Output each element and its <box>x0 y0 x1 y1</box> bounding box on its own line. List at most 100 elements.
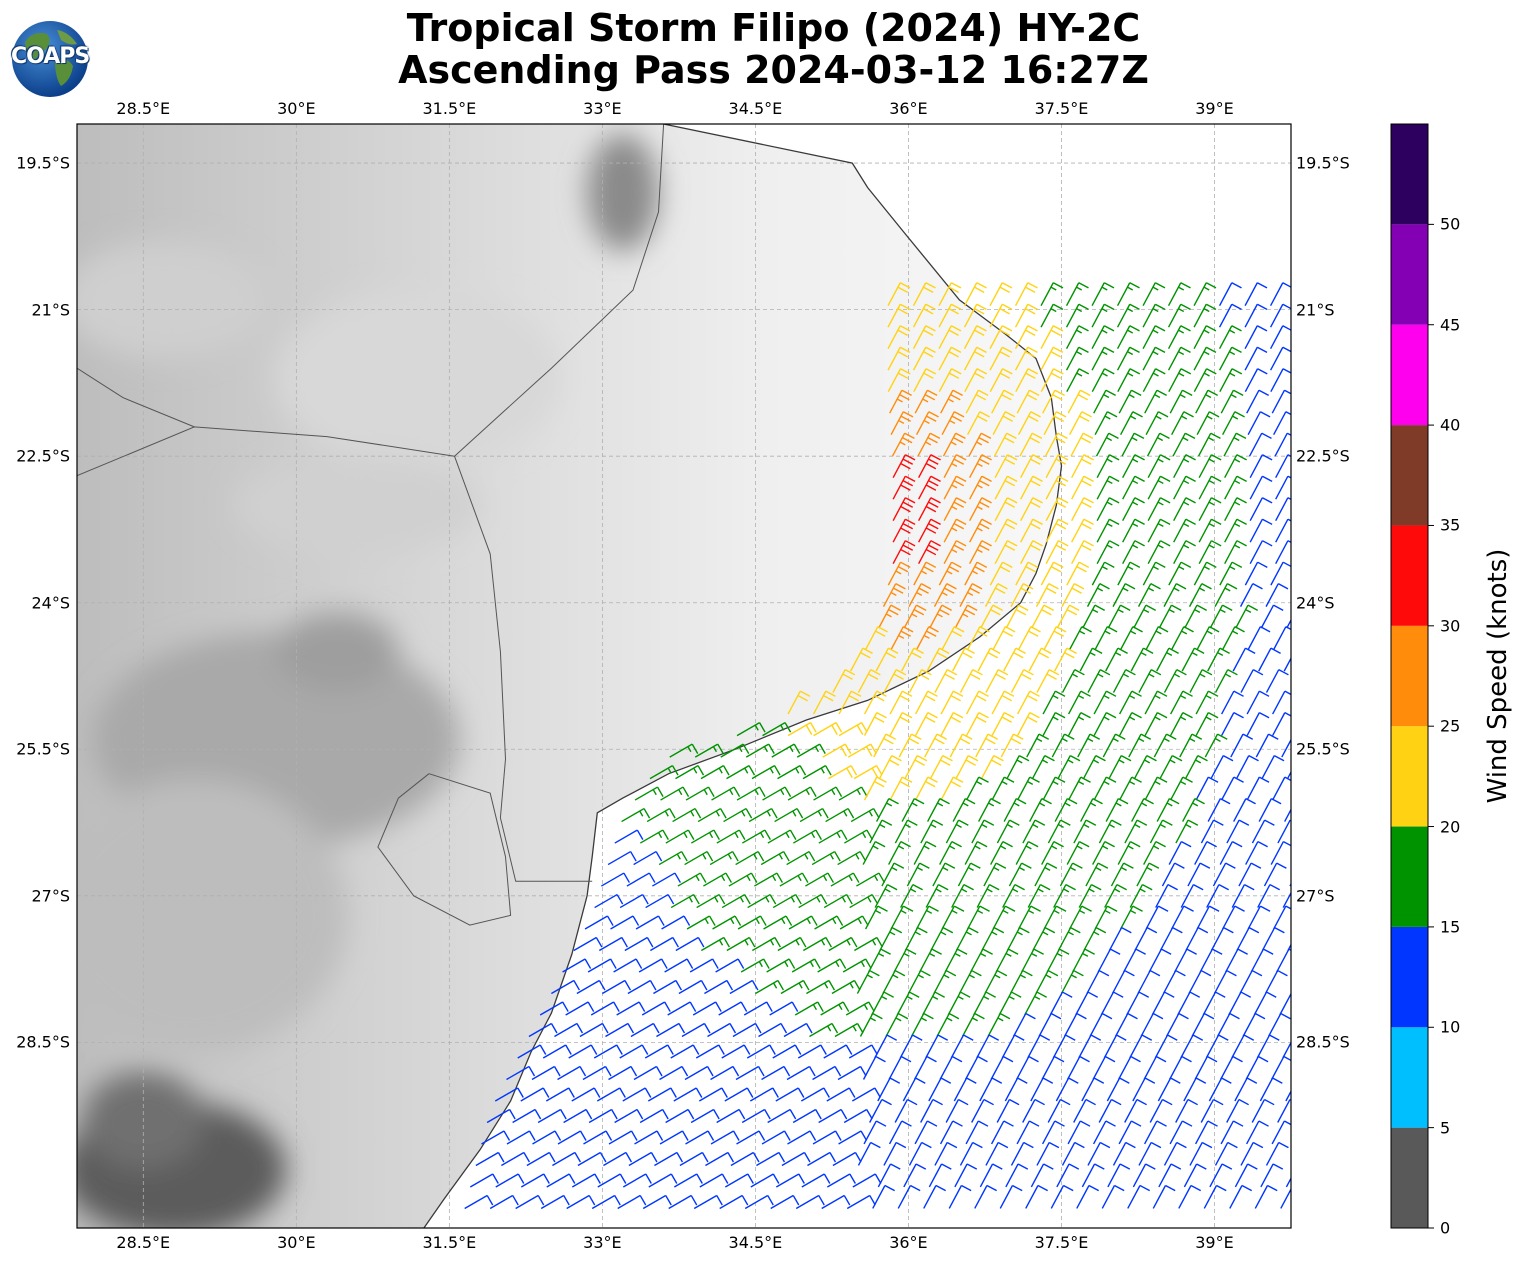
barb-flag <box>925 462 937 470</box>
barb-flag <box>757 1066 765 1077</box>
barb-flag <box>1158 626 1169 633</box>
barb-shaft <box>1177 991 1191 1016</box>
barb-flag <box>1284 712 1291 717</box>
wind-barb <box>1129 883 1153 908</box>
barb-shaft <box>1091 325 1105 350</box>
barb-flag <box>959 737 971 745</box>
barb-half-flag <box>1108 823 1115 828</box>
barb-flag <box>1048 1141 1060 1149</box>
barb-flag <box>871 767 879 778</box>
wind-barb <box>814 915 844 930</box>
wind-barb <box>659 1130 689 1145</box>
barb-flag <box>1029 690 1040 697</box>
barb-flag <box>865 746 873 757</box>
barb-flag <box>801 872 809 883</box>
barb-shaft <box>787 1130 811 1145</box>
barb-half-flag <box>754 789 759 796</box>
wind-barb <box>976 883 1000 908</box>
barb-shaft <box>1273 411 1287 436</box>
barb-flag <box>1030 501 1041 508</box>
barb-flag <box>927 776 938 783</box>
barb-shaft <box>1021 948 1035 973</box>
barb-shaft <box>743 1001 768 1016</box>
barb-flag <box>1054 690 1066 697</box>
wind-barb <box>1167 325 1191 350</box>
barb-shaft <box>1066 841 1080 865</box>
barb-half-flag <box>955 823 962 828</box>
barb-flag <box>902 544 914 551</box>
barb-shaft <box>1193 325 1207 350</box>
barb-shaft <box>1247 905 1261 930</box>
barb-half-flag <box>667 767 672 774</box>
wind-barb <box>1086 969 1110 994</box>
barb-flag <box>783 1130 791 1141</box>
tick-label: 19.5°S <box>1296 153 1350 173</box>
tick-label: 34.5°E <box>728 99 783 118</box>
wind-barb <box>894 819 918 844</box>
barb-half-flag <box>1103 716 1110 721</box>
barb-shaft <box>1219 841 1234 865</box>
barb-shaft <box>614 1108 638 1124</box>
wind-barb <box>1253 991 1277 1016</box>
wind-barb <box>619 893 649 909</box>
barb-shaft <box>1275 454 1289 478</box>
barb-half-flag <box>1132 480 1139 485</box>
barb-flag <box>689 1001 697 1012</box>
barb-shaft <box>1020 454 1034 478</box>
barb-shaft <box>1250 948 1265 973</box>
wind-barb <box>920 819 944 844</box>
barb-flag <box>1068 1163 1080 1170</box>
barb-shaft <box>1096 540 1110 564</box>
barb-half-flag <box>1178 565 1185 571</box>
wind-barb <box>863 712 887 736</box>
wind-barb <box>557 1065 587 1081</box>
barb-flag <box>1001 325 1013 332</box>
barb-flag <box>870 669 881 676</box>
barb-half-flag <box>911 613 918 618</box>
wind-barb <box>1198 454 1222 478</box>
wind-barb <box>1100 991 1124 1016</box>
barb-shaft <box>1096 454 1110 478</box>
barb-flag <box>818 1195 825 1206</box>
barb-flag <box>1078 325 1089 332</box>
wind-barb <box>1087 1141 1111 1166</box>
wind-barb <box>1234 1163 1258 1188</box>
wind-barb <box>1083 926 1107 951</box>
wind-barb <box>1222 626 1245 650</box>
wind-barb <box>1279 992 1291 1016</box>
barb-shaft <box>735 1065 759 1081</box>
barb-flag <box>1109 540 1120 547</box>
barb-shaft <box>588 1108 612 1124</box>
barb-flag <box>974 351 985 358</box>
barb-half-flag <box>1146 866 1153 871</box>
wind-barb <box>964 561 988 586</box>
barb-flag <box>1257 1055 1269 1063</box>
wind-barb <box>869 819 893 844</box>
wind-barb <box>1162 969 1186 994</box>
barb-shaft <box>939 1056 953 1080</box>
barb-flag <box>621 937 628 948</box>
wind-barb <box>952 797 976 822</box>
barb-shaft <box>495 1173 519 1188</box>
barb-half-flag <box>1002 909 1009 914</box>
wind-barb <box>751 764 781 780</box>
barb-flag <box>1187 819 1199 826</box>
barb-flag <box>1299 1164 1309 1169</box>
barb-flag <box>623 872 630 883</box>
barb-shaft <box>1014 303 1029 328</box>
barb-flag <box>783 1066 791 1077</box>
wind-barb <box>1073 819 1097 844</box>
wind-barb <box>1133 755 1157 779</box>
wind-barb <box>1142 325 1166 350</box>
barb-flag <box>1041 647 1052 654</box>
wind-barb <box>1244 282 1268 307</box>
barb-flag <box>1211 475 1222 482</box>
barb-half-flag <box>1154 780 1161 785</box>
wind-barb <box>1274 432 1291 457</box>
wind-barb <box>1282 891 1291 908</box>
barb-flag <box>847 808 855 819</box>
wind-barb <box>721 1044 751 1059</box>
wind-barb <box>1142 561 1166 586</box>
barb-flag <box>1065 1034 1076 1041</box>
barb-shaft <box>1275 475 1289 500</box>
